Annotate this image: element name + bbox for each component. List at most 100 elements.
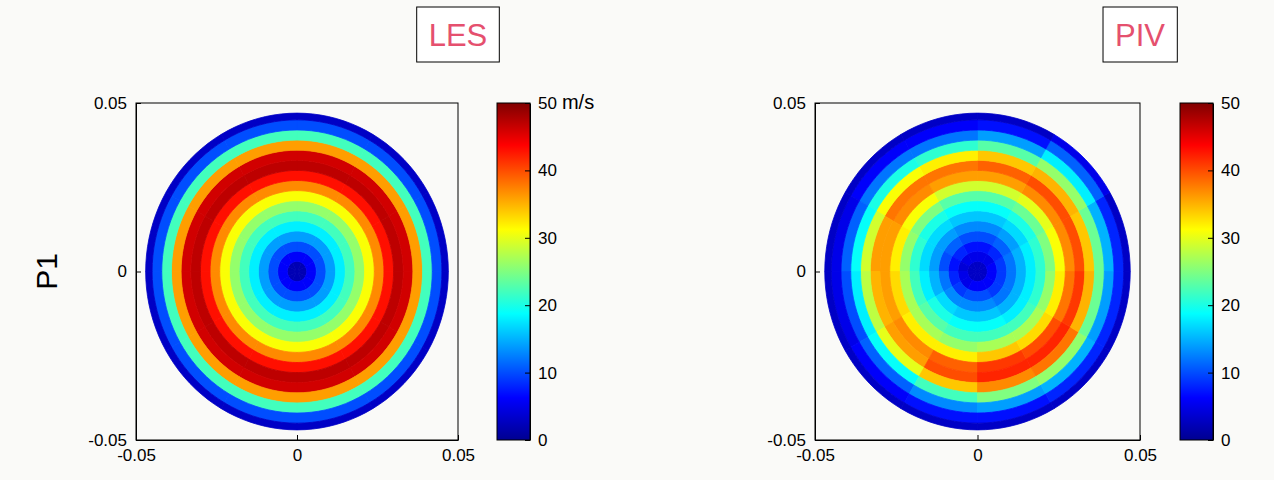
x-axis-tick-mark [978,435,979,440]
x-axis-tick-label: 0.05 [1124,446,1157,465]
x-axis-tick-mark [1140,435,1141,440]
colorbar-label: m/s [562,91,594,113]
heatmap-cell [845,134,904,195]
title-frame [1103,7,1177,62]
y-axis-tick-label: 0 [118,262,127,281]
heatmap-cell [978,272,988,277]
heatmap-cell [297,113,373,140]
x-axis-line [137,440,459,441]
colorbar-axis-tick-label: 10 [1221,364,1240,383]
colorbar-axis-tick-label: 10 [538,364,557,383]
colorbar-axis-tick: 10 [1208,364,1240,383]
colorbar-axis-tick: 30 [525,229,557,248]
colorbar-axis-tick-mark [1208,238,1213,239]
colorbar-axis-tick-label: 0 [538,431,547,450]
x-axis-tick: 0.05 [1124,435,1157,465]
y-axis-tick-mark [136,272,141,273]
heatmap-cell [166,347,225,408]
heatmap-cell [973,272,978,282]
heatmap-cell [297,403,373,430]
colorbar-axis-tick-mark [525,170,530,171]
colorbar-axis-tick: 50 [525,94,557,113]
colorbar-axis-tick-label: 50 [538,94,557,113]
heatmap-cell [146,192,172,271]
colorbar-axis-tick-mark [525,238,530,239]
y-axis-tick: -0.05 [767,431,820,450]
colorbar-axis: 0 10 20 30 40 50 [1208,94,1240,450]
y-axis-tick: 0.05 [94,94,141,113]
y-axis-tick: -0.05 [88,431,141,450]
panel: -0.0500.05-0.0500.0501020304050m/sLESP1 [30,7,595,465]
heatmap-cell [422,272,448,351]
heatmap-cell [845,347,904,408]
panel: -0.0500.05-0.0500.0501020304050PIV [767,7,1240,465]
y-axis: -0.05 0 0.05 [767,94,820,450]
figure-canvas: -0.0500.05-0.0500.0501020304050m/sLESP1-… [0,0,1274,480]
y-axis-tick-mark [136,440,141,441]
colorbar-axis-tick: 20 [525,296,557,315]
colorbar-axis-tick-mark [525,103,530,104]
heatmap-cell [978,261,983,271]
heatmap-cell [978,113,1054,140]
colorbar-axis-tick-mark [1208,305,1213,306]
y-axis-tick: 0.05 [773,94,820,113]
colorbar-axis-tick-label: 30 [538,229,557,248]
title-box: PIV [1103,7,1177,62]
heatmap-cell [166,134,225,195]
plot-frame [136,103,458,440]
y-axis-tick-mark [815,103,820,104]
colorbar-axis-tick: 0 [1208,431,1230,450]
heatmap-cell [978,403,1054,430]
colorbar-axis-tick: 0 [525,431,547,450]
heatmap-cell [146,272,172,351]
x-axis: -0.0500.05 [117,435,475,465]
colorbar-axis-tick-mark [525,440,530,441]
title: PIV [1115,18,1165,53]
title: LES [429,18,488,53]
colorbar-axis-tick-mark [1208,170,1213,171]
x-axis-tick-label: 0 [293,446,302,465]
y-axis-tick-label: 0.05 [773,94,806,113]
y-axis-tick-label: -0.05 [767,431,806,450]
colorbar-axis-tick-label: 50 [1221,94,1240,113]
heatmap-cell [901,113,977,140]
colorbar-axis-tick-label: 40 [1221,161,1240,180]
heatmap-cell [1051,347,1110,408]
heatmap-cell [297,272,307,277]
row-label: P1 [30,253,63,290]
x-axis-tick-mark [458,435,459,440]
colorbar-axis-tick-label: 30 [1221,229,1240,248]
heatmap-cell [825,272,851,351]
figure: -0.0500.05-0.0500.0501020304050m/sLESP1-… [0,0,1274,480]
y-axis-tick-mark [136,103,141,104]
colorbar-axis-tick: 10 [525,364,557,383]
heatmap-cell [287,266,297,271]
heatmap-cell [292,272,297,282]
title-frame [417,7,500,62]
colorbar-axis-tick-mark [525,305,530,306]
heatmap-cell [221,403,297,430]
plot-frame [815,103,1140,440]
colorbar-axis-line [1213,104,1214,441]
heatmap-cell [825,192,851,271]
heatmap-cell [1104,272,1130,351]
colorbar-axis-tick-label: 40 [538,161,557,180]
colorbar-axis-tick: 30 [1208,229,1240,248]
colorbar-axis-line [530,104,531,441]
x-axis-tick-label: 0.05 [442,446,475,465]
y-axis-tick-mark [815,440,820,441]
colorbar-axis-tick-label: 20 [1221,296,1240,315]
heatmap-cell [369,134,428,195]
y-axis-tick: 0 [118,262,141,281]
y-axis: -0.05 0 0.05 [88,94,141,450]
x-axis-tick-mark [297,435,298,440]
colorbar-axis: 0 10 20 30 40 50 [525,94,557,450]
heatmap-cells [825,113,1131,430]
colorbar-axis-tick-mark [1208,373,1213,374]
heatmap-cell [297,261,302,271]
y-axis-tick-label: 0 [797,262,806,281]
colorbar-axis-tick-mark [525,373,530,374]
y-axis-tick-label: -0.05 [88,431,127,450]
colorbar-axis-tick-label: 0 [1221,431,1230,450]
heatmap-cell [369,347,428,408]
